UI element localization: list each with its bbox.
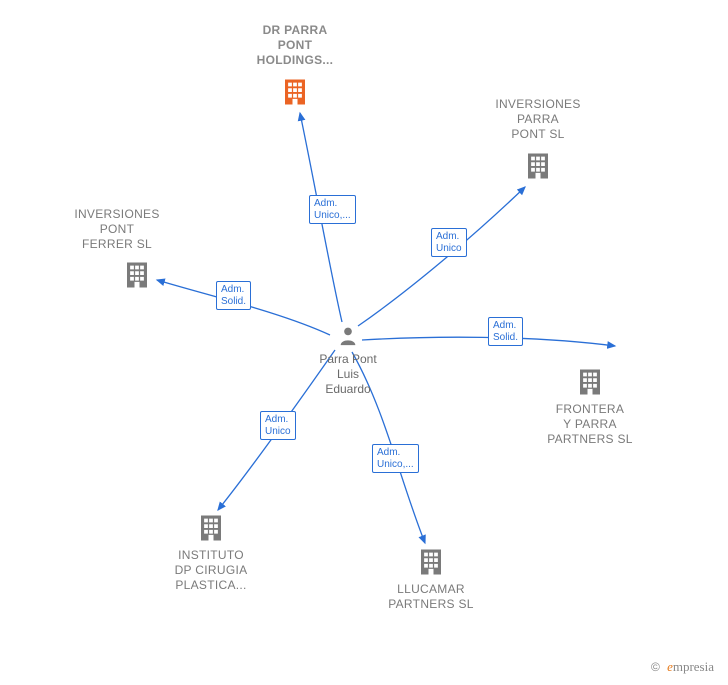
building-icon-instituto-dp[interactable] xyxy=(196,513,226,543)
brand-rest: mpresia xyxy=(673,659,714,674)
node-label-instituto-dp[interactable]: INSTITUTODP CIRUGIAPLASTICA... xyxy=(156,548,266,593)
node-label-inversiones-pont-ferrer[interactable]: INVERSIONESPONTFERRER SL xyxy=(62,207,172,252)
building-icon-llucamar[interactable] xyxy=(416,547,446,577)
building-icon-inversiones-parra-pont[interactable] xyxy=(523,151,553,181)
edge-label-instituto-dp: Adm.Unico xyxy=(260,411,296,440)
center-person-icon xyxy=(337,324,359,348)
node-label-frontera-parra[interactable]: FRONTERAY PARRAPARTNERS SL xyxy=(535,402,645,447)
node-label-dr-parra[interactable]: DR PARRAPONTHOLDINGS... xyxy=(240,23,350,68)
center-person-label: Parra PontLuisEduardo xyxy=(303,352,393,397)
edge-label-inversiones-pont-ferrer: Adm.Solid. xyxy=(216,281,251,310)
edge-label-frontera-parra: Adm.Solid. xyxy=(488,317,523,346)
edge-label-llucamar: Adm.Unico,... xyxy=(372,444,419,473)
building-icon-dr-parra[interactable] xyxy=(280,77,310,107)
node-label-inversiones-parra-pont[interactable]: INVERSIONESPARRAPONT SL xyxy=(483,97,593,142)
building-icon-inversiones-pont-ferrer[interactable] xyxy=(122,260,152,290)
edge-label-inversiones-parra-pont: Adm.Unico xyxy=(431,228,467,257)
building-icon-frontera-parra[interactable] xyxy=(575,367,605,397)
edge-label-dr-parra: Adm.Unico,... xyxy=(309,195,356,224)
node-label-llucamar[interactable]: LLUCAMARPARTNERS SL xyxy=(376,582,486,612)
copyright-symbol: © xyxy=(651,660,660,674)
footer-branding: © empresia xyxy=(651,659,714,675)
graph-canvas xyxy=(0,0,728,685)
